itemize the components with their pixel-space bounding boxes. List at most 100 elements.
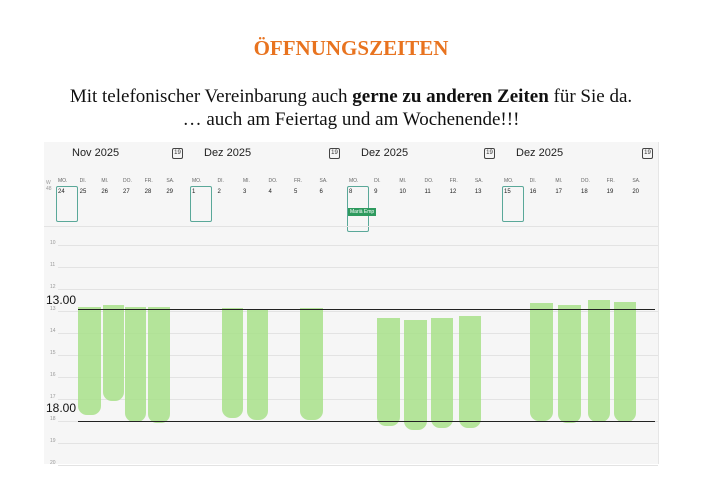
intro-text: Mit telefonischer Vereinbarung auch [69,86,353,107]
day-number: 6 [319,189,323,195]
grid-line [500,443,658,444]
day-name: DO. [123,178,132,184]
day-number: 8 [349,189,353,195]
opening-hours-highlight [247,310,268,420]
hour-label: 18 [50,416,56,422]
day-number: 1 [192,189,196,195]
grid-line [345,245,500,246]
open-from-label: 13.00 [46,293,77,307]
grid-line [345,267,500,268]
calendar-icon: 19 [172,148,183,159]
day-number: 27 [123,189,130,195]
selected-day[interactable] [190,186,212,222]
day-number: 12 [449,189,457,195]
opening-hours-highlight [300,308,323,420]
grid-line [58,443,202,444]
grid-line [345,311,500,312]
day-number: 13 [474,189,482,195]
day-number: 11 [424,189,431,195]
intro-line-2: … auch am Feiertag und am Wochenende!!! [182,109,520,130]
opening-hours-highlight [377,318,400,426]
day-name: SA. [319,178,328,184]
day-name: FR. [449,178,458,184]
day-name: FR. [144,178,153,184]
day-name: SA. [474,178,483,184]
grid-line [44,226,188,227]
hour-label: 20 [50,460,56,466]
grid-line [188,465,345,466]
day-number: 24 [58,189,65,195]
open-to-line [78,421,655,422]
opening-hours-highlight [588,300,610,422]
day-name: MI. [243,178,250,184]
day-number: 29 [166,189,174,195]
grid-line [500,289,658,290]
day-number: 16 [529,189,537,195]
day-number: 19 [606,189,614,195]
day-number: 25 [79,189,87,195]
opening-hours-highlight [459,316,481,428]
hour-label: 10 [50,240,56,246]
day-name: DO. [268,178,278,184]
day-name: MI. [101,178,109,184]
day-number: 20 [632,189,640,195]
grid-line [58,245,202,246]
calendar-icon: 19 [642,148,653,159]
opening-hours-highlight [148,307,170,423]
day-name: MO. [192,178,202,184]
grid-line [58,289,202,290]
day-name: DI. [374,178,381,184]
day-number: 3 [243,189,247,195]
day-name: MI. [555,178,563,184]
intro-text-end: für Sie da. [548,86,633,107]
opening-hours-highlight [530,303,553,421]
calendar-panel: Dez 2025 19 MO. 1 DI. 2 MI. 3 DO. 4 FR. 5 SA. 6 [188,142,346,466]
grid-line [500,226,658,227]
day-number: 17 [555,189,563,195]
hour-label: 14 [50,328,56,334]
grid-line [345,226,500,227]
hour-label: 16 [50,372,56,378]
selected-day[interactable] [502,186,524,222]
day-name: DI. [217,178,224,184]
grid-line [500,465,658,466]
day-number: 28 [144,189,152,195]
grid-line [58,267,202,268]
day-name: FR. [606,178,615,184]
hour-label: 13 [50,306,56,312]
calendar-icon: 19 [329,148,340,159]
day-number: 5 [294,189,298,195]
grid-line [345,289,500,290]
opening-hours-highlight [103,305,124,401]
grid-line [188,226,345,227]
grid-line [188,245,345,246]
intro-bold: gerne zu anderen Zeiten [352,86,549,107]
day-name: SA. [166,178,175,184]
week-number: W 48 [46,180,52,192]
calendar-screenshots: Nov 2025 19 MO. 24 DI. 25 MI. 26 DO. 27 FR. 28 SA. 29… [44,142,659,466]
hour-label: 15 [50,350,56,356]
grid-line [345,465,500,466]
opening-hours-highlight [125,307,146,422]
day-name: MO. [504,178,514,184]
day-name: DO. [424,178,434,184]
grid-line [500,245,658,246]
calendar-icon: 19 [484,148,495,159]
grid-line [188,289,345,290]
grid-line [500,267,658,268]
grid-line [58,465,202,466]
grid-line [188,443,345,444]
month-title: Nov 2025 [72,147,120,159]
day-number: 2 [217,189,221,195]
hour-label: 17 [50,394,56,400]
day-name: DO. [581,178,590,184]
selected-day[interactable] [56,186,78,222]
day-number: 26 [101,189,109,195]
open-to-label: 18.00 [46,401,77,415]
day-number: 4 [268,189,272,195]
opening-hours-highlight [558,305,581,423]
hour-label: 19 [50,438,56,444]
day-name: SA. [632,178,641,184]
day-number: 10 [399,189,407,195]
day-name: DI. [79,178,87,184]
